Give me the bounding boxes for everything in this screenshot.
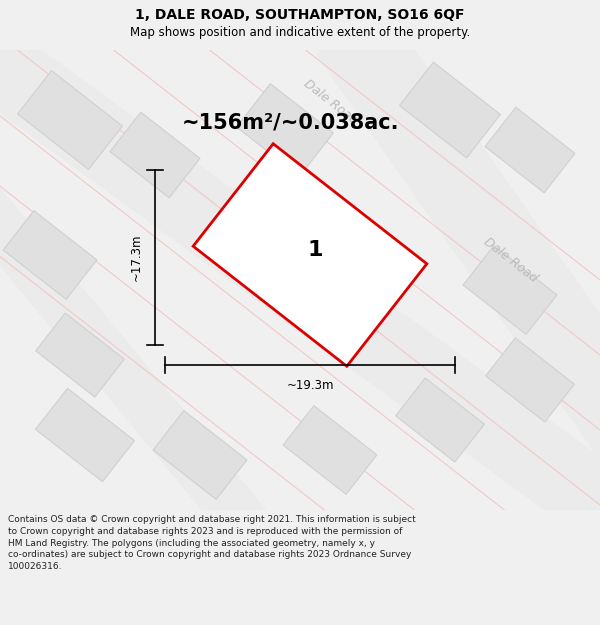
Text: Contains OS data © Crown copyright and database right 2021. This information is : Contains OS data © Crown copyright and d… — [8, 515, 416, 571]
Polygon shape — [0, 0, 600, 571]
Text: 1: 1 — [307, 240, 323, 260]
Polygon shape — [110, 112, 200, 198]
Polygon shape — [236, 84, 334, 176]
Polygon shape — [17, 71, 122, 169]
Polygon shape — [485, 338, 574, 422]
Text: ~17.3m: ~17.3m — [130, 234, 143, 281]
Polygon shape — [485, 107, 575, 192]
Polygon shape — [35, 313, 124, 397]
Text: Dale Road: Dale Road — [301, 77, 359, 127]
Polygon shape — [0, 114, 319, 606]
Polygon shape — [35, 388, 134, 482]
Polygon shape — [153, 411, 247, 499]
Text: Dale Road: Dale Road — [481, 235, 539, 285]
Text: Map shows position and indicative extent of the property.: Map shows position and indicative extent… — [130, 26, 470, 39]
Polygon shape — [395, 378, 484, 462]
Polygon shape — [463, 246, 557, 334]
Text: ~156m²/~0.038ac.: ~156m²/~0.038ac. — [181, 112, 399, 132]
Polygon shape — [247, 184, 394, 326]
Polygon shape — [316, 6, 600, 554]
Polygon shape — [3, 211, 97, 299]
Text: 1, DALE ROAD, SOUTHAMPTON, SO16 6QF: 1, DALE ROAD, SOUTHAMPTON, SO16 6QF — [135, 8, 465, 22]
Polygon shape — [193, 144, 427, 366]
Polygon shape — [400, 62, 500, 158]
Polygon shape — [283, 406, 377, 494]
Text: ~19.3m: ~19.3m — [286, 379, 334, 392]
